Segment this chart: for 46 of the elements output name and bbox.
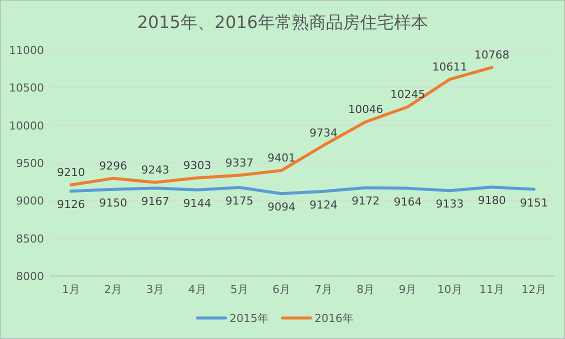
y-tick-label: 10500 <box>9 82 44 95</box>
data-label: 10046 <box>348 102 384 116</box>
data-label: 9296 <box>99 159 128 172</box>
y-tick-label: 8000 <box>16 270 44 283</box>
y-tick-label: 10000 <box>9 119 44 132</box>
data-label: 9243 <box>141 163 170 176</box>
x-tick-label: 5月 <box>230 283 248 296</box>
y-tick-label: 9500 <box>16 157 44 170</box>
data-label: 9126 <box>57 198 86 212</box>
data-label: 10768 <box>474 48 510 62</box>
data-label: 9172 <box>352 194 380 208</box>
data-label: 9337 <box>225 156 254 170</box>
data-label: 9175 <box>225 194 254 208</box>
data-label: 9133 <box>436 198 464 211</box>
data-label: 9210 <box>57 166 86 179</box>
data-label: 9124 <box>310 198 338 212</box>
data-label: 10611 <box>432 60 468 74</box>
data-label: 9303 <box>183 158 212 172</box>
legend-label: 2016年 <box>314 312 354 325</box>
x-tick-label: 3月 <box>146 283 164 296</box>
x-tick-label: 1月 <box>62 283 80 296</box>
line-series <box>70 186 536 196</box>
x-tick-label: 7月 <box>314 283 333 296</box>
x-tick-label: 4月 <box>188 283 206 296</box>
x-tick-label: 11月 <box>479 283 504 296</box>
y-tick-label: 11000 <box>9 44 44 57</box>
data-label: 9734 <box>310 126 338 140</box>
x-tick-label: 2月 <box>104 283 122 296</box>
data-label: 9401 <box>267 151 296 164</box>
data-label: 9180 <box>478 194 506 208</box>
data-label: 9151 <box>520 196 548 210</box>
data-label: 9144 <box>183 196 212 210</box>
x-tick-label: 6月 <box>272 283 290 296</box>
data-label: 9167 <box>141 195 170 208</box>
data-label: 9150 <box>99 196 128 210</box>
data-label: 9094 <box>267 200 296 214</box>
x-tick-label: 9月 <box>398 283 417 296</box>
y-tick-label: 8500 <box>16 232 44 246</box>
y-tick-label: 9000 <box>16 194 44 208</box>
x-tick-label: 8月 <box>356 283 375 296</box>
data-label: 9164 <box>394 195 422 208</box>
data-label: 10245 <box>390 88 426 101</box>
legend-label: 2015年 <box>230 312 268 325</box>
x-tick-label: 12月 <box>521 283 546 296</box>
x-tick-label: 10月 <box>437 283 462 296</box>
chart-title: 2015年、2016年常熟商品房住宅样本 <box>137 13 428 33</box>
